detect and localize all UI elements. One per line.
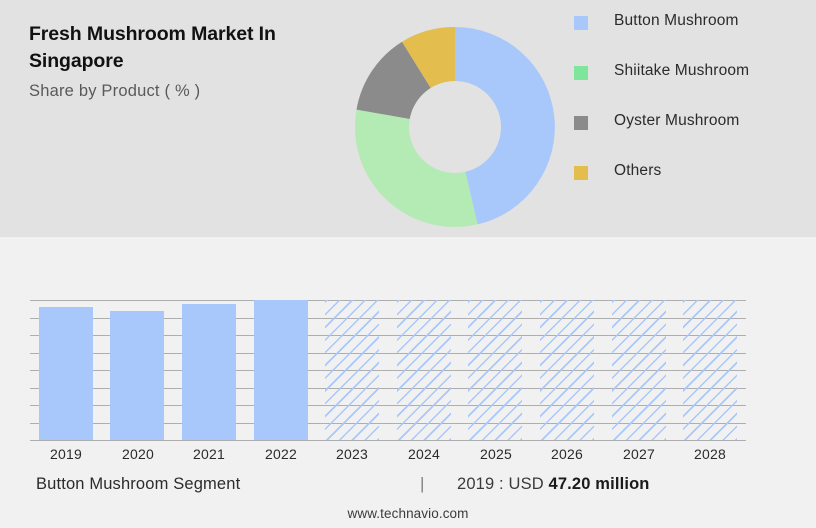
metric-readout: 2019 : USD 47.20 million xyxy=(457,475,650,494)
donut-chart-svg xyxy=(355,27,555,227)
donut-panel: Fresh Mushroom Market In Singapore Share… xyxy=(0,0,816,237)
legend-item-oyster-mushroom[interactable]: Oyster Mushroom xyxy=(574,112,804,164)
donut-chart xyxy=(355,27,555,227)
gridline xyxy=(30,405,746,406)
legend-item-others[interactable]: Others xyxy=(574,162,804,214)
bar-plot-area xyxy=(30,300,746,441)
gridline xyxy=(30,353,746,354)
legend-swatch-icon xyxy=(574,166,588,180)
legend-label: Others xyxy=(614,162,662,179)
legend-swatch-icon xyxy=(574,66,588,80)
gridline xyxy=(30,440,746,441)
x-axis-label-2022: 2022 xyxy=(265,446,297,462)
bar-2024[interactable] xyxy=(397,300,451,440)
legend-label: Button Mushroom xyxy=(614,12,739,29)
x-axis-label-2028: 2028 xyxy=(694,446,726,462)
legend-label: Shiitake Mushroom xyxy=(614,62,750,79)
legend-item-shiitake-mushroom[interactable]: Shiitake Mushroom xyxy=(574,62,804,114)
donut-slice-button-mushroom xyxy=(455,27,555,225)
x-axis-label-2023: 2023 xyxy=(336,446,368,462)
gridline xyxy=(30,370,746,371)
x-axis-label-2027: 2027 xyxy=(623,446,655,462)
segment-label: Button Mushroom Segment xyxy=(36,475,241,493)
bar-chart-panel: 2019 2020 2021 2022 2023 2024 2025 2026 2027 2028 xyxy=(0,237,816,528)
bar-series xyxy=(30,300,746,440)
bar-2023[interactable] xyxy=(325,300,379,440)
page-subtitle: Share by Product ( % ) xyxy=(29,82,201,100)
donut-hole xyxy=(409,81,501,173)
legend-label: Oyster Mushroom xyxy=(614,112,740,129)
bar-2026[interactable] xyxy=(540,300,594,440)
x-axis-label-2024: 2024 xyxy=(408,446,440,462)
x-axis-label-2025: 2025 xyxy=(480,446,512,462)
bar-2020[interactable] xyxy=(110,311,164,440)
legend-swatch-icon xyxy=(574,116,588,130)
x-axis-label-2019: 2019 xyxy=(50,446,82,462)
legend-swatch-icon xyxy=(574,16,588,30)
gridline xyxy=(30,388,746,389)
bar-2022[interactable] xyxy=(254,300,308,440)
x-axis-label-2020: 2020 xyxy=(122,446,154,462)
gridline xyxy=(30,335,746,336)
gridline xyxy=(30,423,746,424)
footer: Button Mushroom Segment | 2019 : USD 47.… xyxy=(0,474,816,501)
bar-2025[interactable] xyxy=(468,300,522,440)
bar-2021[interactable] xyxy=(182,304,236,440)
legend: Button Mushroom Shiitake Mushroom Oyster… xyxy=(574,12,804,214)
page-title: Fresh Mushroom Market In Singapore xyxy=(29,23,276,72)
gridline xyxy=(30,300,746,301)
title-block: Fresh Mushroom Market In Singapore Share… xyxy=(29,21,329,102)
metric-prefix: 2019 : USD xyxy=(457,475,544,493)
bar-2028[interactable] xyxy=(683,300,737,440)
x-axis-labels: 2019 2020 2021 2022 2023 2024 2025 2026 2027 2028 xyxy=(30,446,746,466)
bar-2019[interactable] xyxy=(39,307,93,440)
gridlines xyxy=(30,300,746,441)
metric-value: 47.20 million xyxy=(548,475,650,493)
gridline xyxy=(30,318,746,319)
bar-2027[interactable] xyxy=(612,300,666,440)
footer-separator: | xyxy=(420,474,425,493)
x-axis-label-2026: 2026 xyxy=(551,446,583,462)
x-axis-label-2021: 2021 xyxy=(193,446,225,462)
source-url: www.technavio.com xyxy=(347,506,469,521)
legend-item-button-mushroom[interactable]: Button Mushroom xyxy=(574,12,804,64)
